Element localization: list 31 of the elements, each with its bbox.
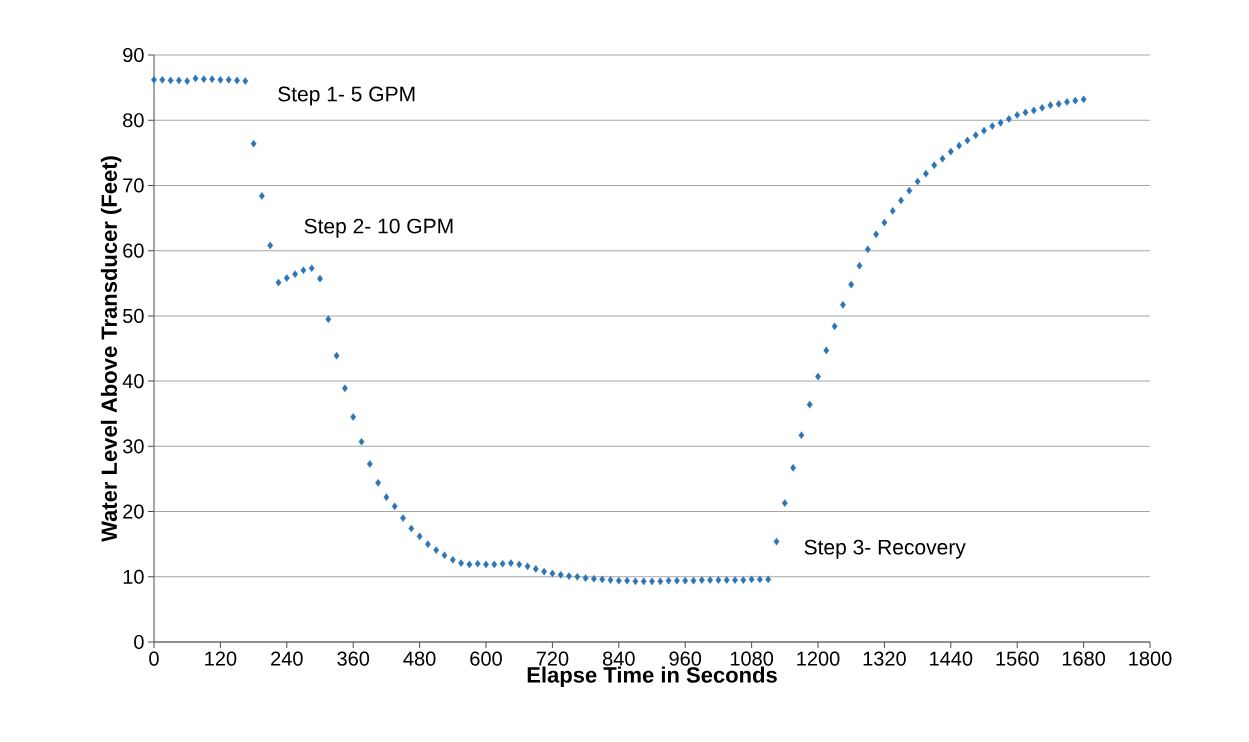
x-tick-label: 240	[271, 651, 303, 666]
x-tick-label: 1800	[1129, 651, 1172, 666]
x-tick-label: 0	[149, 651, 159, 666]
y-tick-label: 60	[123, 243, 144, 258]
x-tick-label: 120	[205, 651, 237, 666]
x-tick-label: 1560	[996, 651, 1039, 666]
x-tick-label: 1680	[1062, 651, 1106, 666]
y-tick-label: 10	[123, 569, 144, 584]
x-axis-title: Elapse Time in Seconds	[527, 666, 777, 688]
x-tick-label: 720	[536, 651, 569, 666]
x-tick-label: 1080	[730, 651, 774, 666]
annotation: Step 3- Recovery	[804, 539, 966, 559]
x-tick-label: 1440	[930, 651, 973, 666]
x-tick-label: 1320	[863, 651, 906, 666]
y-tick-label: 50	[123, 308, 144, 323]
y-tick-label: 80	[123, 113, 144, 128]
x-tick-label: 1200	[797, 651, 840, 666]
y-tick-label: 70	[123, 178, 144, 193]
y-tick-label: 30	[122, 439, 144, 454]
annotation: Step 2- 10 GPM	[304, 218, 453, 238]
y-tick-label: 20	[123, 504, 144, 519]
y-tick-label: 0	[134, 634, 144, 650]
x-tick-label: 600	[470, 651, 502, 666]
x-tick-label: 360	[337, 651, 370, 666]
x-tick-label: 960	[669, 651, 702, 666]
x-tick-label: 480	[403, 651, 436, 666]
x-tick-label: 840	[602, 651, 635, 666]
y-axis-title: Water Level Above Transducer (Feet)	[100, 156, 122, 542]
annotation: Step 1- 5 GPM	[278, 86, 415, 106]
y-tick-label: 40	[122, 374, 144, 389]
y-tick-label: 90	[123, 47, 144, 63]
